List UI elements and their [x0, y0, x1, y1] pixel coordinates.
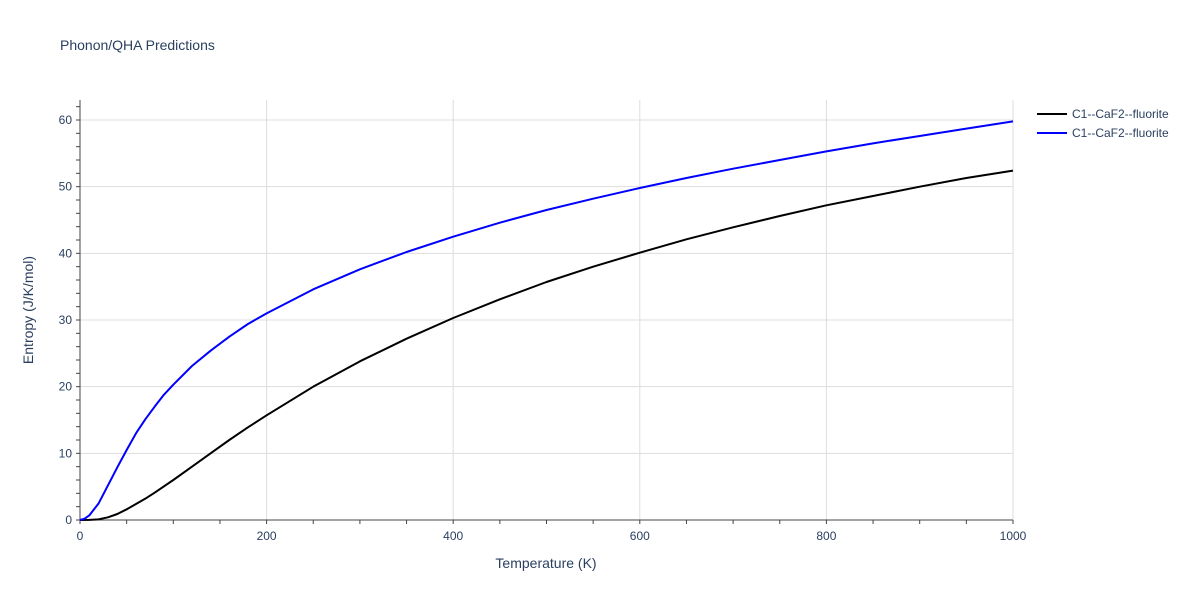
y-tick-label: 0: [65, 513, 72, 527]
y-tick-label: 20: [59, 380, 73, 394]
y-tick-label: 40: [59, 246, 73, 260]
series-layer: [79, 120, 1014, 521]
legend-label: C1--CaF2--fluorite: [1072, 126, 1169, 140]
y-tick-label: 10: [59, 446, 73, 460]
x-tick-label: 600: [630, 529, 650, 543]
x-tick-label: 1000: [1000, 529, 1027, 543]
legend-item-1[interactable]: C1--CaF2--fluorite: [1037, 107, 1169, 121]
legend[interactable]: C1--CaF2--fluorite C1--CaF2--fluorite: [1037, 107, 1169, 140]
legend-label: C1--CaF2--fluorite: [1072, 107, 1169, 121]
series-line-2: [79, 120, 1014, 521]
axes: 0 200 400 600 800 1000 0 10 20 30 40 50 60: [59, 100, 1027, 543]
grid: [80, 100, 1014, 520]
series-line-1: [79, 169, 1014, 521]
y-tick-label: 60: [59, 113, 73, 127]
x-tick-label: 0: [77, 529, 84, 543]
y-axis-title: Entropy (J/K/mol): [20, 256, 36, 364]
x-tick-label: 800: [816, 529, 836, 543]
x-tick-label: 400: [443, 529, 463, 543]
y-tick-label: 30: [59, 313, 73, 327]
x-axis-title: Temperature (K): [495, 555, 596, 571]
legend-item-2[interactable]: C1--CaF2--fluorite: [1037, 126, 1169, 140]
chart-title: Phonon/QHA Predictions: [60, 37, 215, 53]
y-tick-label: 50: [59, 180, 73, 194]
x-tick-label: 200: [257, 529, 277, 543]
